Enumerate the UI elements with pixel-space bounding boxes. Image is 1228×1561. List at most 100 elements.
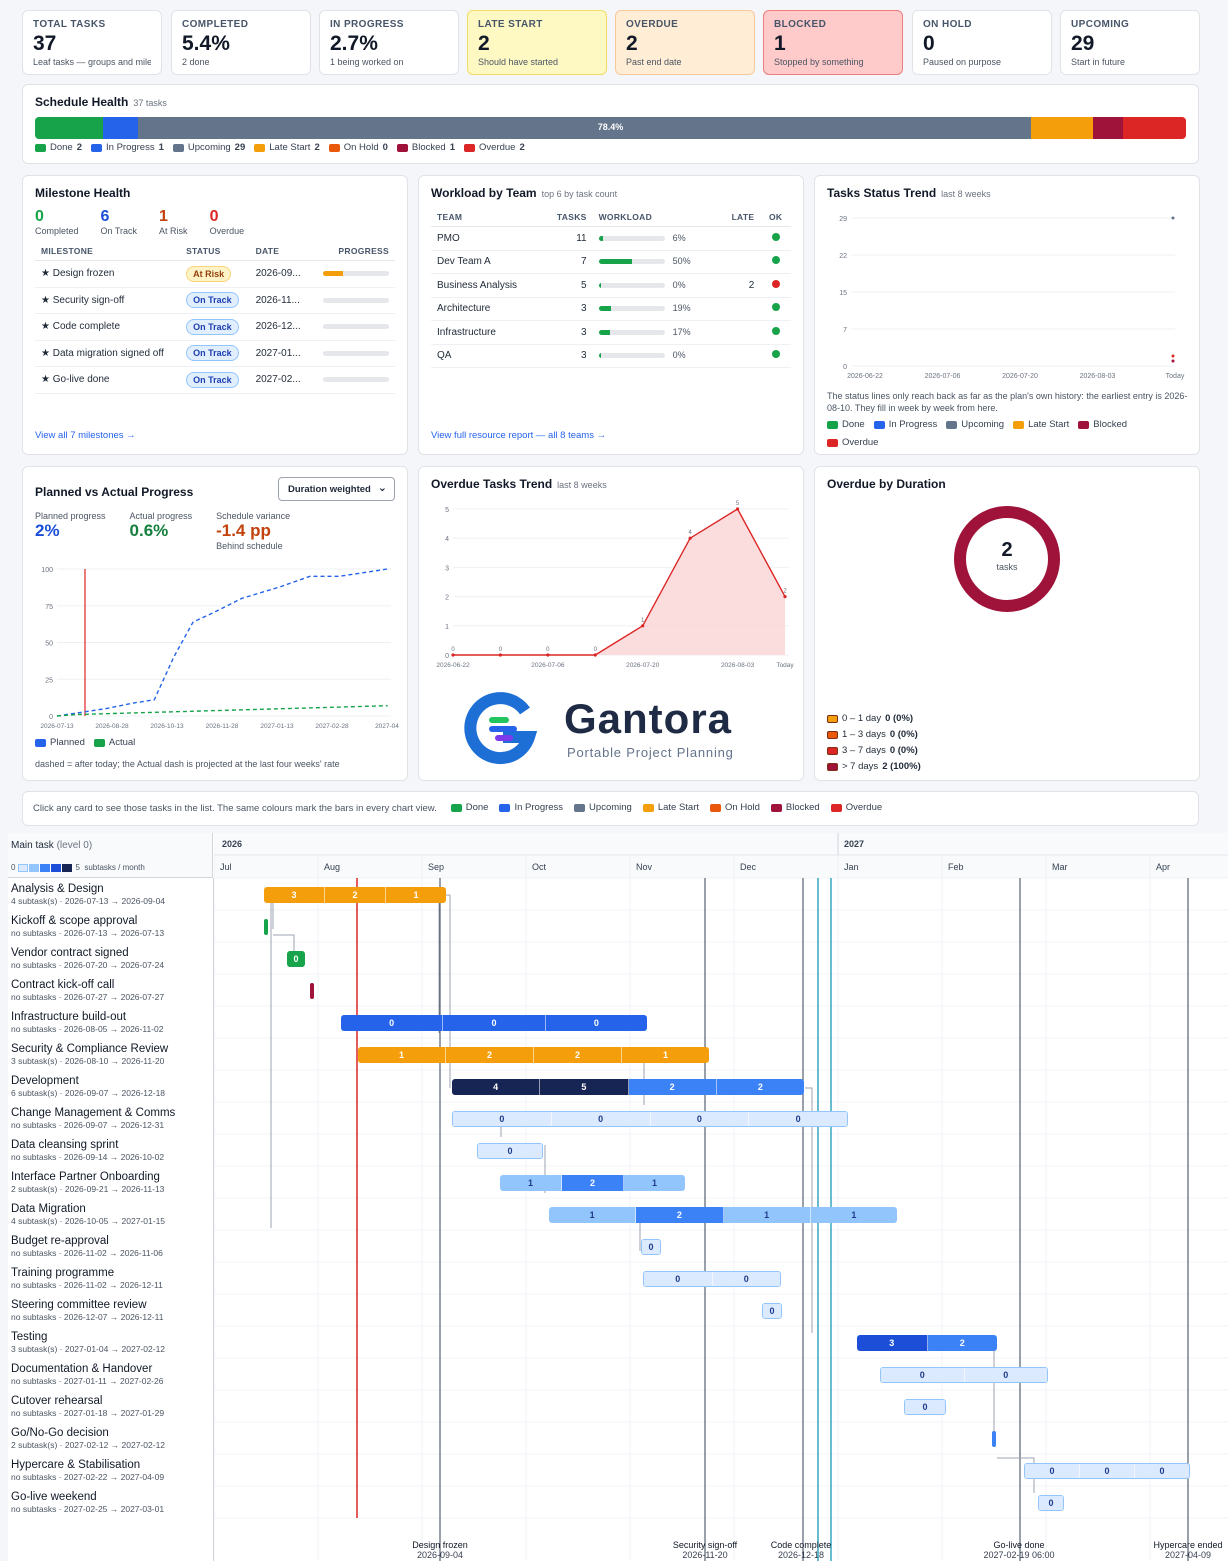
legend-item[interactable]: In Progress 1 [91, 142, 164, 153]
workload-row[interactable]: Dev Team A 7 50% [431, 250, 791, 274]
legend-item[interactable]: Overdue 2 [464, 142, 525, 153]
schedule-segment-overdue[interactable] [1123, 117, 1186, 139]
milestone-stat[interactable]: 6 On Track [101, 208, 138, 236]
gantt-task-row[interactable]: Security & Compliance Review 3 subtask(s)… [11, 1042, 211, 1067]
status-trend-card[interactable]: Tasks Status Trend last 8 weeks 29 22 15 7 0 2… [814, 175, 1200, 455]
gantt-task-row[interactable]: Budget re-approval no subtasks · 2026-11-… [11, 1234, 211, 1259]
gantt-task-row[interactable]: Go-live weekend no subtasks · 2027-02-25 … [11, 1490, 211, 1515]
view-all-milestones-link[interactable]: View all 7 milestones → [35, 430, 136, 441]
milestone-row[interactable]: ★ Data migration signed off On Track 2027-… [35, 340, 395, 367]
legend-item[interactable]: Blocked 1 [396, 142, 455, 153]
gantora-logo-icon [464, 692, 538, 765]
gantt-task-row[interactable]: Analysis & Design 4 subtask(s) · 2026-07-… [11, 882, 211, 907]
gantt-bar[interactable] [992, 1431, 996, 1447]
kpi-card-on-hold[interactable]: ON HOLD 0 Paused on purpose [912, 10, 1052, 75]
milestone-row[interactable]: ★ Code complete On Track 2026-12... [35, 313, 395, 341]
gantt-bar[interactable]: 0 [904, 1399, 946, 1415]
view-resource-report-link[interactable]: View full resource report — all 8 teams … [431, 430, 607, 441]
gantt-bar[interactable]: 0 [477, 1143, 543, 1159]
weighting-select[interactable]: Duration weighted ⌄ [278, 477, 395, 501]
kpi-value: 2 [626, 32, 638, 55]
kpi-card-total-tasks[interactable]: TOTAL TASKS 37 Leaf tasks — groups and mil… [22, 10, 162, 75]
gantt-task-row[interactable]: Hypercare & Stabilisation no subtasks · 2… [11, 1458, 211, 1483]
kpi-card-completed[interactable]: COMPLETED 5.4% 2 done [171, 10, 311, 75]
gantt-task-row[interactable]: Infrastructure build-out no subtasks · 20… [11, 1010, 211, 1035]
gantt-bar[interactable]: 0 [287, 951, 305, 967]
duration-legend-item[interactable]: 1 – 3 days 0 (0%) [827, 727, 921, 743]
gantt-task-row[interactable]: Kickoff & scope approval no subtasks · 20… [11, 914, 211, 939]
schedule-segment-upcoming[interactable] [137, 117, 1032, 139]
gantt-task-row[interactable]: Training programme no subtasks · 2026-11-… [11, 1266, 211, 1291]
gantt-task-row[interactable]: Vendor contract signed no subtasks · 2026… [11, 946, 211, 971]
workload-row[interactable]: Infrastructure 3 17% [431, 320, 791, 345]
gantt-task-row[interactable]: Testing 3 subtask(s) · 2027-01-04 → 2027-… [11, 1330, 211, 1355]
gantt-bar[interactable] [310, 983, 314, 999]
kpi-card-overdue[interactable]: OVERDUE 2 Past end date [615, 10, 755, 75]
gantt-task-row[interactable]: Data cleansing sprint no subtasks · 2026-… [11, 1138, 211, 1163]
duration-legend-item[interactable]: > 7 days 2 (100%) [827, 759, 921, 775]
gantt-bar[interactable]: 0 [1038, 1495, 1064, 1511]
workload-row[interactable]: Architecture 3 19% [431, 297, 791, 321]
milestone-row[interactable]: ★ Go-live done On Track 2027-02... [35, 366, 395, 394]
gantt-task-row[interactable]: Steering committee review no subtasks · 2… [11, 1298, 211, 1323]
gantt-task-row[interactable]: Cutover rehearsal no subtasks · 2027-01-1… [11, 1394, 211, 1419]
legend-item[interactable]: On Hold 0 [328, 142, 388, 153]
legend-item[interactable]: Upcoming 29 [172, 142, 245, 153]
milestone-stat[interactable]: 1 At Risk [159, 208, 188, 236]
milestone-row[interactable]: ★ Design frozen At Risk 2026-09... [35, 260, 395, 288]
gantt-task-row[interactable]: Interface Partner Onboarding 2 subtask(s)… [11, 1170, 211, 1195]
gantt-bar[interactable] [264, 919, 268, 935]
schedule-segment-in-progress[interactable] [103, 117, 138, 139]
kpi-card-in-progress[interactable]: IN PROGRESS 2.7% 1 being worked on [319, 10, 459, 75]
gantt-task-row[interactable]: Go/No-Go decision 2 subtask(s) · 2027-02-… [11, 1426, 211, 1451]
gantt-bar[interactable]: 0 [762, 1303, 782, 1319]
schedule-segment-blocked[interactable] [1092, 117, 1124, 139]
milestone-stat[interactable]: 0 Overdue [210, 208, 245, 236]
schedule-segment-late-start[interactable] [1031, 117, 1093, 139]
overdue-trend-card[interactable]: Overdue Tasks Trend last 8 weeks 0 1 2 3 4 5 20… [418, 466, 804, 781]
duration-legend-item[interactable]: 3 – 7 days 0 (0%) [827, 743, 921, 759]
planned-actual-card[interactable]: Planned vs Actual Progress Duration weig… [22, 466, 408, 781]
gantt-task-row[interactable]: Contract kick-off call no subtasks · 2026… [11, 978, 211, 1003]
gantt-task-row[interactable]: Documentation & Handover no subtasks · 20… [11, 1362, 211, 1387]
kpi-card-late-start[interactable]: LATE START 2 Should have started [467, 10, 607, 75]
milestone-progress [310, 340, 395, 367]
schedule-health-bar[interactable]: 78.4% [35, 117, 1186, 139]
task-dates: no subtasks · 2027-01-18 → 2027-01-29 [11, 1408, 165, 1418]
kpi-card-upcoming[interactable]: UPCOMING 29 Start in future [1060, 10, 1200, 75]
workload-card[interactable]: Workload by Team top 6 by task count TEAM… [418, 175, 804, 455]
legend-item[interactable]: Done 2 [35, 142, 82, 153]
milestone-health-card[interactable]: Milestone Health 0 Completed 6 On Track 1 At … [22, 175, 408, 455]
legend-item[interactable]: Late Start 2 [254, 142, 320, 153]
team-name: Business Analysis [431, 273, 543, 298]
duration-legend-item[interactable]: 0 – 1 day 0 (0%) [827, 711, 921, 727]
legend-item: Done [450, 802, 488, 813]
schedule-health-card[interactable]: Schedule Health 37 tasks 78.4% Done 2 In Pr… [22, 84, 1199, 164]
gantt-task-row[interactable]: Development 6 subtask(s) · 2026-09-07 → 2… [11, 1074, 211, 1099]
milestone-row[interactable]: ★ Security sign-off On Track 2026-11... [35, 287, 395, 314]
gantt-task-row[interactable]: Data Migration 4 subtask(s) · 2026-10-05 … [11, 1202, 211, 1227]
gantt-bar[interactable]: 0 [641, 1239, 661, 1255]
kpi-card-blocked[interactable]: BLOCKED 1 Stopped by something [763, 10, 903, 75]
task-name: Go-live weekend [11, 1491, 97, 1503]
milestone-stat[interactable]: 0 Completed [35, 208, 79, 236]
overdue-duration-card[interactable]: Overdue by Duration 2 tasks 0 – 1 day 0 (… [814, 466, 1200, 781]
workload-row[interactable]: QA 3 0% [431, 344, 791, 368]
status-dot-icon [771, 350, 780, 359]
workload-row[interactable]: PMO 11 6% [431, 226, 791, 251]
gantt-task-row[interactable]: Change Management & Comms no subtasks · 2… [11, 1106, 211, 1131]
milestone-label: Code complete 2026-12-18 [731, 1540, 871, 1560]
workload-row[interactable]: Business Analysis 5 0% 2 [431, 273, 791, 298]
schedule-segment-done[interactable] [35, 117, 104, 139]
